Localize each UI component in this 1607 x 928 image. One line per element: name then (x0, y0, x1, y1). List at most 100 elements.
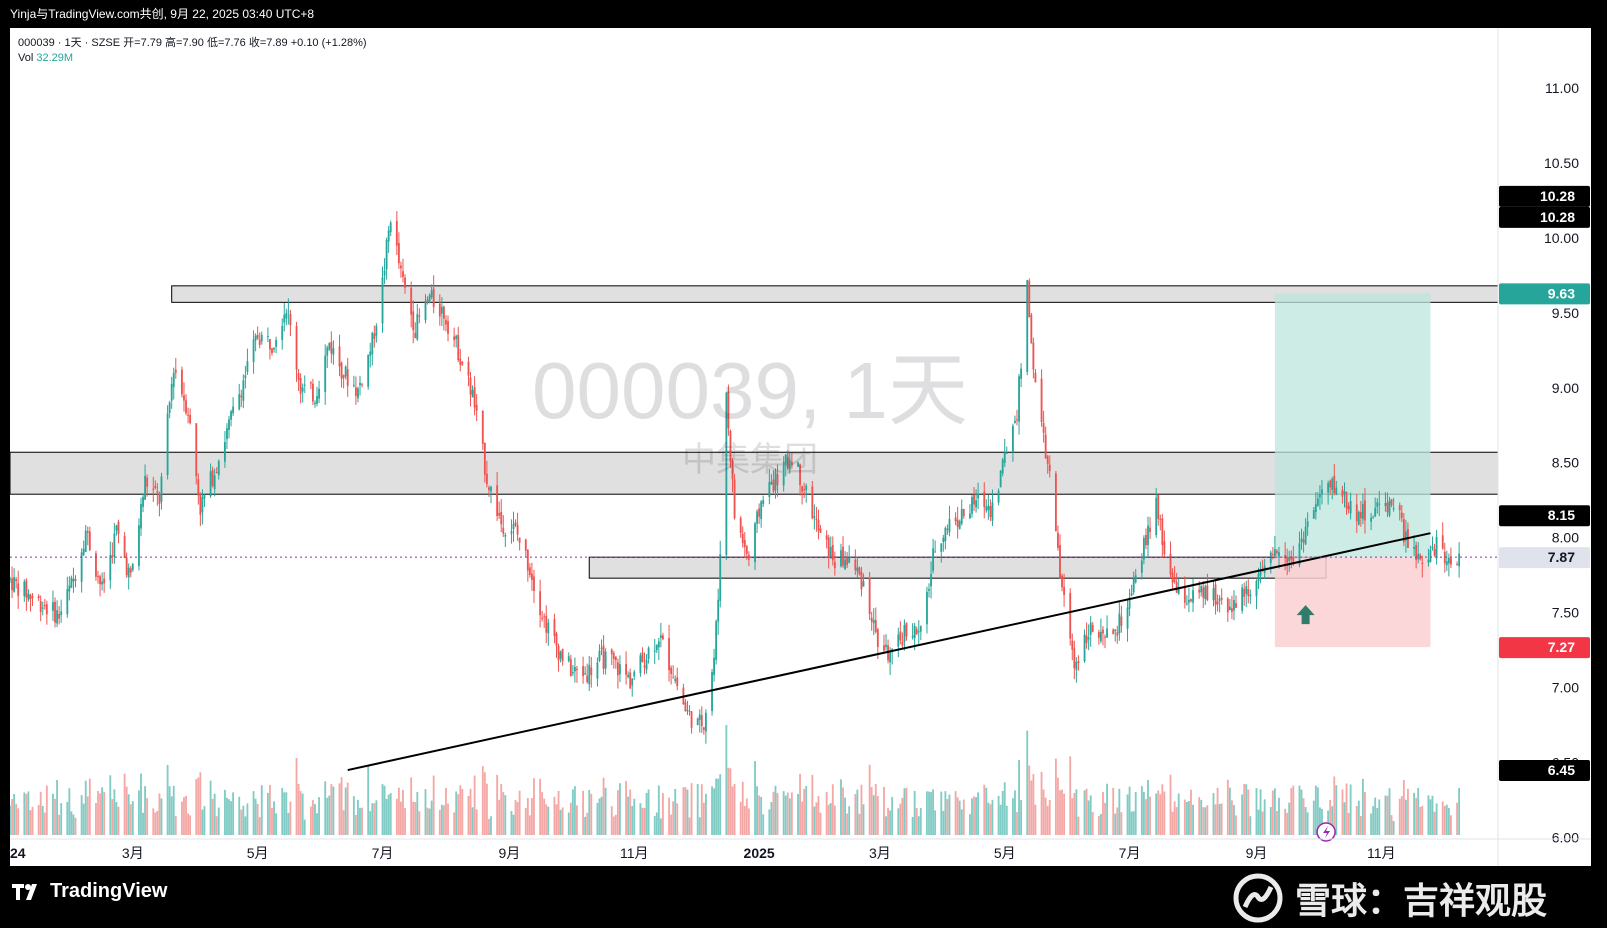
candle-body (309, 382, 312, 384)
volume-bar (1292, 785, 1295, 835)
candle-body (502, 527, 505, 534)
volume-bar (1392, 820, 1395, 835)
volume-bar (911, 816, 914, 835)
candle-body (375, 325, 378, 336)
volume-bar (371, 803, 374, 835)
volume-bar (488, 819, 490, 835)
candle-body (228, 419, 230, 430)
candle-body (361, 384, 363, 386)
candle-body (328, 343, 331, 350)
volume-bar (731, 786, 734, 835)
volume-bar (412, 801, 415, 835)
volume-bar (330, 784, 333, 835)
volume-bar (614, 814, 617, 835)
x-tick-label: 7月 (372, 845, 394, 861)
volume-bar (1376, 808, 1379, 835)
legend-vol-value: 32.29M (36, 52, 74, 64)
candle-body (1005, 452, 1008, 454)
chart-panel[interactable]: 000039, 1天 中集集团 11.00 10.50 10.00 9.50 9.00 8.5… (10, 28, 1591, 866)
volume-bar (496, 774, 499, 835)
candle-body (831, 545, 834, 561)
candle-body (1185, 603, 1188, 605)
volume-bar (956, 797, 959, 835)
candle-body (354, 387, 357, 396)
volume-bar (1247, 789, 1250, 835)
volume-bar (70, 811, 73, 835)
volume-bar (962, 799, 965, 835)
candle-body (52, 602, 54, 611)
candle-body (1118, 613, 1121, 634)
candle-body (713, 657, 716, 675)
candle-body (899, 631, 902, 641)
candle-body (1059, 545, 1061, 578)
candle-body (1331, 478, 1334, 490)
candle-body (1116, 632, 1119, 636)
volume-bar (1104, 802, 1106, 835)
volume-bar (1290, 788, 1293, 835)
volume-bar (541, 792, 544, 835)
candle-body (524, 539, 527, 551)
price-box (1499, 185, 1590, 207)
volume-bar (1374, 797, 1377, 835)
candle-body (717, 599, 720, 622)
candle-body (733, 479, 736, 519)
volume-bar (266, 792, 269, 835)
candle-body (586, 675, 589, 683)
volume-bar (647, 789, 650, 835)
volume-bar (989, 804, 992, 835)
volume-bar (799, 773, 801, 835)
volume-bar (704, 793, 707, 835)
volume-bar (526, 798, 529, 835)
volume-bar (359, 807, 361, 835)
candle-body (1376, 502, 1379, 507)
volume-bar (946, 798, 949, 835)
legend-ohlc: 000039 · 1天 · SZSE 开=7.79 高=7.90 低=7.76 … (18, 37, 367, 49)
volume-bar (1400, 796, 1403, 835)
candle-body (485, 473, 488, 485)
volume-bar (410, 777, 413, 835)
volume-bar (103, 791, 106, 835)
volume-bar (1271, 790, 1274, 835)
candle-body (410, 287, 413, 315)
volume-bar (43, 812, 46, 835)
candle-body (625, 663, 627, 675)
volume-bar (1388, 788, 1391, 835)
volume-bar (1306, 812, 1309, 835)
candle-body (756, 511, 758, 524)
candle-body (616, 662, 619, 676)
volume-bar (1106, 783, 1108, 835)
tradingview-logo[interactable]: TradingView (12, 880, 167, 903)
volume-bar (1026, 730, 1029, 835)
volume-bar (598, 798, 601, 835)
volume-bar (1298, 785, 1301, 835)
candle-body (1011, 425, 1014, 453)
volume-bar (1116, 807, 1119, 835)
volume-bar (784, 795, 787, 835)
volume-bar (700, 784, 703, 835)
candle-body (1120, 616, 1123, 626)
volume-bar (502, 792, 505, 835)
volume-bar (1321, 808, 1323, 835)
candle-body (402, 271, 404, 277)
candle-body (1175, 581, 1178, 593)
candle-body (969, 513, 971, 519)
volume-bar (1030, 780, 1033, 835)
candle-body (1450, 558, 1452, 565)
volume-bar (232, 792, 235, 835)
volume-bar (13, 794, 16, 835)
volume-bar (41, 805, 44, 835)
candle-body (483, 442, 486, 475)
volume-bar (729, 768, 732, 835)
volume-bar (747, 808, 750, 835)
price-box (1499, 505, 1590, 527)
candle-body (977, 493, 980, 499)
volume-bar (790, 792, 793, 835)
volume-bar (633, 798, 636, 835)
candle-body (1388, 500, 1391, 516)
volume-bar (991, 799, 994, 835)
volume-bar (344, 787, 347, 835)
volume-bar (197, 777, 200, 835)
candle-body (418, 315, 421, 317)
volume-bar (471, 807, 474, 835)
